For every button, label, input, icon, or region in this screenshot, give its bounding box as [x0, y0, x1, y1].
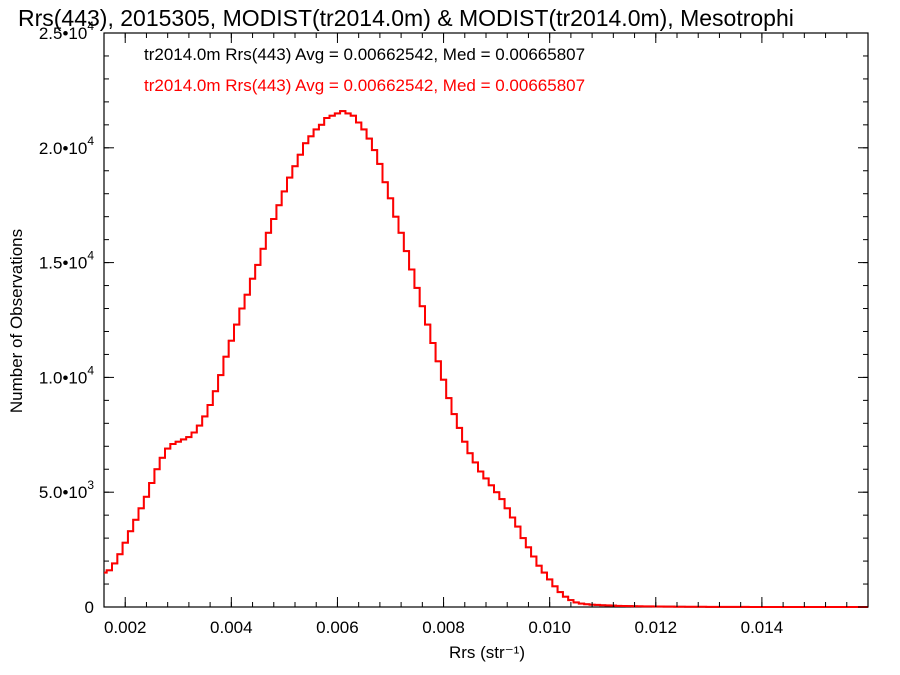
x-tick-label: 0.008	[422, 618, 465, 637]
legend-entry: tr2014.0m Rrs(443) Avg = 0.00662542, Med…	[144, 45, 585, 64]
x-axis-ticks: 0.002 0.004 0.006 0.008 0.010 0.012 0.014	[103, 33, 869, 637]
plot-frame	[103, 32, 869, 608]
x-tick-label: 0.012	[635, 618, 678, 637]
x-axis-label: Rrs (str⁻¹)	[449, 643, 525, 662]
y-tick-label: 5.0•103	[39, 478, 95, 502]
legend: tr2014.0m Rrs(443) Avg = 0.00662542, Med…	[144, 45, 585, 95]
x-tick-label: 0.002	[104, 618, 147, 637]
plot-area	[103, 32, 869, 608]
histogram-series-2	[104, 110, 868, 608]
y-axis-label: Number of Observations	[7, 229, 26, 413]
x-tick-label: 0.004	[210, 618, 253, 637]
chart-title: Rrs(443), 2015305, MODIST(tr2014.0m) & M…	[18, 5, 794, 31]
y-tick-label: 2.0•104	[39, 134, 95, 158]
x-tick-label: 0.010	[528, 618, 571, 637]
legend-entry: tr2014.0m Rrs(443) Avg = 0.00662542, Med…	[144, 76, 585, 95]
y-tick-label: 2.5•104	[39, 19, 95, 43]
y-tick-label: 1.5•104	[39, 249, 95, 273]
y-tick-label: 1.0•104	[39, 363, 95, 387]
x-tick-label: 0.006	[316, 618, 359, 637]
histogram-series-1	[104, 110, 868, 608]
x-tick-label: 0.014	[741, 618, 784, 637]
y-axis-ticks: 0 5.0•103 1.0•104 1.5•104 2.0•104 2.5•104	[39, 19, 868, 617]
y-tick-label: 0	[85, 598, 94, 617]
